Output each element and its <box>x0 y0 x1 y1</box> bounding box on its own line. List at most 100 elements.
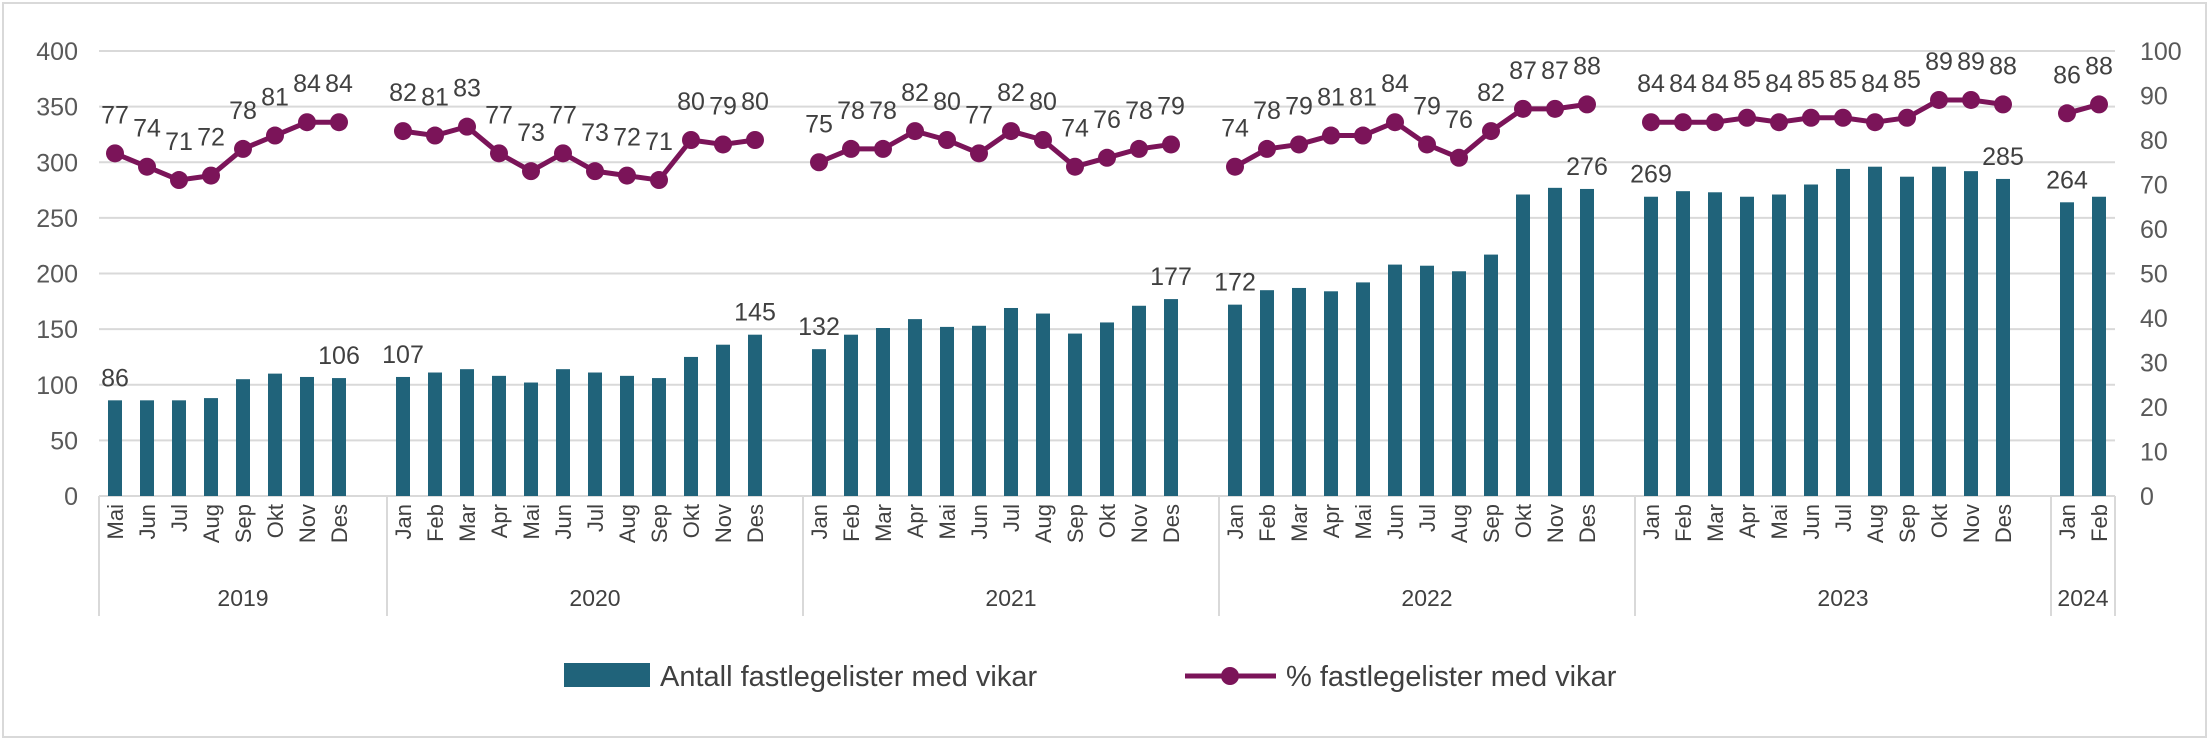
pct-marker <box>1098 148 1116 167</box>
pct-marker <box>330 113 348 132</box>
month-tick-label: Sep <box>1063 504 1088 543</box>
pct-marker <box>426 126 444 145</box>
pct-marker <box>138 157 156 176</box>
pct-data-label: 85 <box>1829 66 1857 94</box>
bar <box>908 319 922 496</box>
month-tick-label: Des <box>1991 504 2016 543</box>
pct-data-label: 81 <box>261 84 289 112</box>
pct-data-label: 80 <box>1029 88 1057 116</box>
right-axis-tick-label: 20 <box>2140 394 2168 422</box>
left-axis-tick-label: 150 <box>36 316 78 344</box>
bar <box>1964 171 1978 496</box>
bar <box>1068 333 1082 496</box>
bar <box>140 400 154 496</box>
pct-data-label: 73 <box>517 119 545 147</box>
bar-data-label: 177 <box>1150 263 1192 291</box>
pct-data-label: 73 <box>581 119 609 147</box>
bar <box>1356 282 1370 496</box>
bar <box>524 382 538 496</box>
pct-marker <box>1162 135 1180 154</box>
bar <box>428 372 442 496</box>
month-tick-label: Sep <box>647 504 672 543</box>
pct-marker <box>1578 95 1596 114</box>
month-tick-label: Jan <box>807 504 832 539</box>
month-tick-label: Apr <box>1735 504 1760 538</box>
pct-marker <box>1834 108 1852 127</box>
month-tick-label: Mar <box>1287 504 1312 542</box>
pct-data-label: 80 <box>677 88 705 116</box>
pct-marker <box>1866 113 1884 132</box>
pct-data-label: 88 <box>1989 52 2017 80</box>
pct-marker <box>1514 99 1532 118</box>
pct-marker <box>298 113 316 132</box>
pct-marker <box>1034 131 1052 149</box>
bar <box>716 344 730 496</box>
bar <box>876 328 890 496</box>
month-tick-label: Apr <box>903 504 928 538</box>
pct-data-label: 88 <box>2085 52 2113 80</box>
pct-marker <box>714 135 732 154</box>
pct-data-label: 85 <box>1797 66 1825 94</box>
month-tick-label: Okt <box>263 504 288 538</box>
pct-data-label: 80 <box>933 88 961 116</box>
bar <box>460 369 474 496</box>
pct-data-label: 76 <box>1093 106 1121 134</box>
pct-marker <box>1386 113 1404 132</box>
right-axis-tick-label: 100 <box>2140 38 2182 66</box>
pct-marker <box>1450 148 1468 167</box>
month-tick-label: Jul <box>1415 504 1440 532</box>
pct-data-label: 87 <box>1541 57 1569 85</box>
month-tick-label: Aug <box>615 504 640 543</box>
pct-marker <box>202 166 220 185</box>
pct-data-label: 76 <box>1445 106 1473 134</box>
pct-marker <box>1290 135 1308 154</box>
bar-data-label: 106 <box>318 342 360 370</box>
pct-marker <box>1258 139 1276 158</box>
bar <box>1260 290 1274 496</box>
bar <box>1420 265 1434 496</box>
pct-data-label: 74 <box>1061 115 1089 143</box>
month-tick-label: Nov <box>711 504 736 543</box>
pct-data-label: 71 <box>645 128 673 156</box>
pct-data-label: 78 <box>837 97 865 125</box>
pct-marker <box>1002 122 1020 141</box>
bar <box>1708 192 1722 496</box>
pct-marker <box>522 162 540 181</box>
pct-marker <box>1482 122 1500 141</box>
pct-data-label: 88 <box>1573 52 1601 80</box>
pct-data-label: 82 <box>901 79 929 107</box>
pct-marker <box>1546 99 1564 118</box>
month-tick-label: Apr <box>1319 504 1344 538</box>
pct-data-label: 74 <box>1221 115 1249 143</box>
bar <box>1228 304 1242 496</box>
month-tick-label: Jun <box>135 504 160 539</box>
pct-marker <box>266 126 284 145</box>
month-tick-label: Des <box>327 504 352 543</box>
bar-data-label: 132 <box>798 313 840 341</box>
month-tick-label: Feb <box>839 504 864 542</box>
pct-data-label: 84 <box>1701 70 1729 98</box>
pct-data-label: 78 <box>1253 97 1281 125</box>
legend-label-bars: Antall fastlegelister med vikar <box>660 661 1037 693</box>
month-tick-label: Feb <box>1671 504 1696 542</box>
month-tick-label: Jun <box>1799 504 1824 539</box>
bar <box>1676 191 1690 497</box>
bar-data-label: 107 <box>382 341 424 369</box>
month-tick-label: Aug <box>199 504 224 543</box>
pct-marker <box>2090 95 2108 114</box>
pct-data-label: 84 <box>1637 70 1665 98</box>
pct-marker <box>874 139 892 158</box>
pct-marker <box>234 139 252 158</box>
pct-marker <box>650 171 668 190</box>
month-tick-label: Jun <box>551 504 576 539</box>
bar <box>652 378 666 496</box>
bar <box>1036 313 1050 496</box>
month-tick-label: Nov <box>1543 504 1568 543</box>
pct-data-label: 81 <box>1317 84 1345 112</box>
pct-data-label: 83 <box>453 75 481 103</box>
pct-data-label: 85 <box>1733 66 1761 94</box>
bar <box>588 372 602 496</box>
pct-marker <box>842 139 860 158</box>
pct-marker <box>1226 157 1244 176</box>
bar <box>1932 166 1946 496</box>
